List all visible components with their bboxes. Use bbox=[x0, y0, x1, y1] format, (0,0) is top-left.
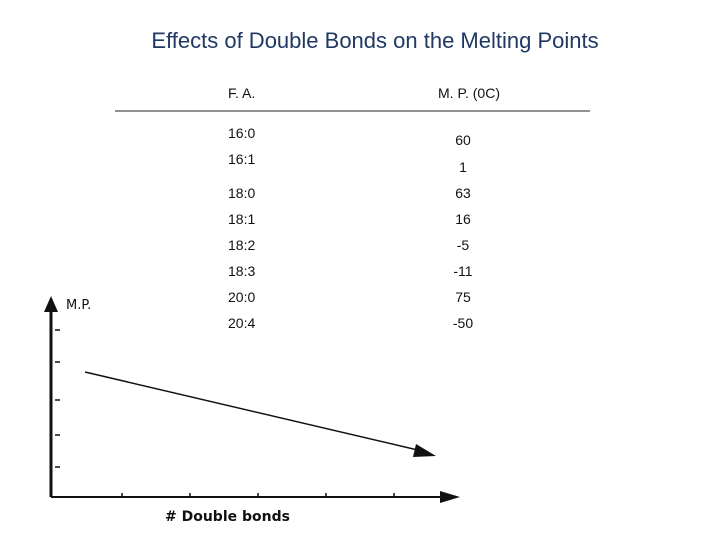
y-axis-label: M.P. bbox=[66, 298, 91, 313]
fatty-acid: 20:4 bbox=[228, 315, 255, 331]
fatty-acid: 16:1 bbox=[228, 151, 255, 167]
fatty-acid: 16:0 bbox=[228, 125, 255, 141]
melting-point: 75 bbox=[455, 289, 471, 305]
melting-point: -5 bbox=[457, 237, 470, 253]
melting-point: -11 bbox=[453, 263, 472, 279]
trend-line bbox=[84, 371, 423, 452]
melting-point: 1 bbox=[459, 159, 467, 175]
melting-point: 63 bbox=[455, 185, 471, 201]
axis-ticks bbox=[55, 329, 395, 497]
fatty-acid: 18:3 bbox=[228, 263, 255, 279]
fatty-acid: 18:2 bbox=[228, 237, 255, 253]
slide-title: Effects of Double Bonds on the Melting P… bbox=[151, 28, 598, 53]
fatty-acid: 18:1 bbox=[228, 211, 255, 227]
diagram: M.P. # Double bonds bbox=[44, 296, 460, 525]
melting-point: 16 bbox=[455, 211, 471, 227]
melting-point: 60 bbox=[455, 132, 471, 148]
fatty-acid: 18:0 bbox=[228, 185, 255, 201]
table-body: 16:0 60 16:1 1 18:0 63 18:1 16 18:2 -5 18:3 -11 20:0… bbox=[228, 125, 473, 331]
table-header: F. A. bbox=[228, 85, 255, 101]
x-axis-arrow bbox=[440, 491, 460, 503]
melting-point: -50 bbox=[453, 315, 473, 331]
fatty-acid: 20:0 bbox=[228, 289, 255, 305]
x-axis-label: # Double bonds bbox=[165, 509, 290, 525]
y-axis-arrow bbox=[44, 296, 58, 312]
trend-arrow bbox=[413, 444, 436, 457]
table-header: M. P. (0C) bbox=[438, 85, 500, 101]
